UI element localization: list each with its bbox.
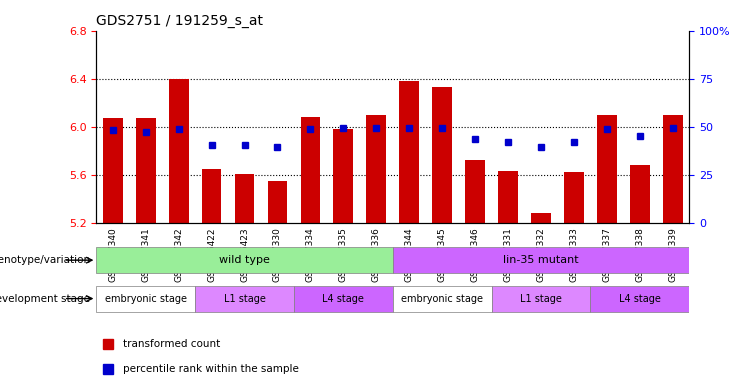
Bar <box>465 161 485 223</box>
Bar <box>393 247 689 273</box>
Bar <box>202 169 222 223</box>
Bar <box>268 181 288 223</box>
Bar <box>662 115 682 223</box>
Bar <box>333 129 353 223</box>
Text: development stage: development stage <box>0 293 90 304</box>
Text: wild type: wild type <box>219 255 270 265</box>
Bar <box>136 118 156 223</box>
Text: L1 stage: L1 stage <box>520 293 562 304</box>
Bar <box>432 87 452 223</box>
Text: L1 stage: L1 stage <box>224 293 265 304</box>
Bar <box>591 286 689 311</box>
Text: L4 stage: L4 stage <box>619 293 661 304</box>
Bar <box>531 213 551 223</box>
Text: embryonic stage: embryonic stage <box>401 293 483 304</box>
Text: genotype/variation: genotype/variation <box>0 255 90 265</box>
Bar <box>498 171 518 223</box>
Bar <box>96 247 393 273</box>
Text: embryonic stage: embryonic stage <box>104 293 187 304</box>
Text: GDS2751 / 191259_s_at: GDS2751 / 191259_s_at <box>96 14 263 28</box>
Text: percentile rank within the sample: percentile rank within the sample <box>123 364 299 374</box>
Bar <box>169 79 188 223</box>
Bar <box>630 165 650 223</box>
Bar <box>393 286 491 311</box>
Bar <box>399 81 419 223</box>
Bar <box>103 118 123 223</box>
Bar <box>366 115 386 223</box>
Bar <box>235 174 254 223</box>
Bar <box>96 286 195 311</box>
Bar <box>195 286 294 311</box>
Text: L4 stage: L4 stage <box>322 293 365 304</box>
Text: transformed count: transformed count <box>123 339 220 349</box>
Text: lin-35 mutant: lin-35 mutant <box>503 255 579 265</box>
Bar <box>491 286 591 311</box>
Bar <box>564 172 584 223</box>
Bar <box>301 117 320 223</box>
Bar <box>597 115 617 223</box>
Bar <box>294 286 393 311</box>
